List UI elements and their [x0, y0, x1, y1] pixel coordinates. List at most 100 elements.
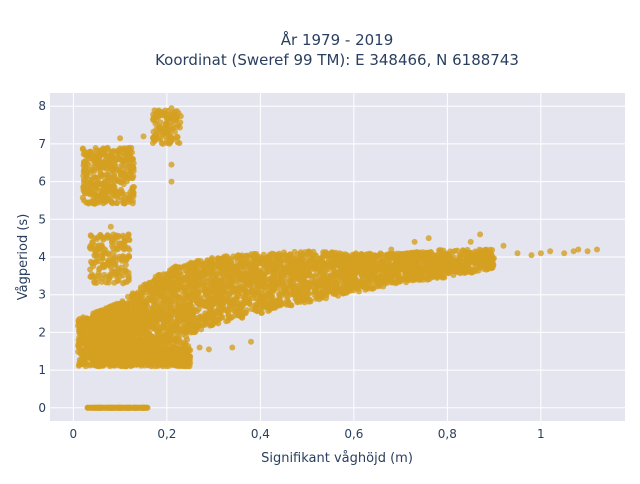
data-point [80, 146, 86, 152]
data-point [337, 273, 343, 279]
data-point [115, 148, 121, 154]
data-point [286, 263, 292, 269]
data-point [229, 281, 235, 287]
data-point [276, 301, 282, 307]
data-point [419, 274, 425, 280]
data-point [98, 173, 104, 179]
data-point [305, 251, 311, 257]
data-point [421, 251, 427, 257]
data-point [196, 318, 202, 324]
data-point [390, 265, 396, 271]
data-point [247, 269, 253, 275]
data-point [460, 247, 466, 253]
data-point [362, 284, 368, 290]
data-point [285, 257, 291, 263]
data-point [253, 291, 259, 297]
data-point [164, 289, 170, 295]
data-point [194, 300, 200, 306]
data-point [195, 323, 201, 329]
data-point [147, 295, 153, 301]
data-point [92, 235, 98, 241]
data-point [79, 357, 85, 363]
data-point [461, 258, 467, 264]
data-point [374, 264, 380, 270]
data-point [207, 323, 213, 329]
data-point [128, 405, 134, 411]
data-point [156, 124, 162, 130]
data-point [93, 192, 99, 198]
data-point [110, 269, 116, 275]
data-point [83, 172, 89, 178]
data-point [84, 315, 90, 321]
data-point [109, 200, 115, 206]
data-point [185, 264, 191, 270]
data-point [120, 272, 126, 278]
data-point [91, 175, 97, 181]
data-point [93, 184, 99, 190]
data-point [86, 190, 92, 196]
data-point [482, 254, 488, 260]
data-point [380, 284, 386, 290]
data-point [254, 262, 260, 268]
data-point [188, 291, 194, 297]
data-point [238, 279, 244, 285]
data-point [166, 280, 172, 286]
data-point [187, 299, 193, 305]
data-point [260, 280, 266, 286]
data-point [412, 275, 418, 281]
data-point [112, 261, 118, 267]
data-point [219, 314, 225, 320]
data-point [306, 272, 312, 278]
data-point [374, 254, 380, 260]
data-point [371, 285, 377, 291]
data-point [281, 266, 287, 272]
data-point [456, 264, 462, 270]
data-point [76, 340, 82, 346]
data-point [288, 282, 294, 288]
data-point [87, 156, 93, 162]
data-point [114, 156, 120, 162]
data-point [316, 288, 322, 294]
data-point [190, 277, 196, 283]
data-point [91, 405, 97, 411]
data-point [168, 294, 174, 300]
data-point [196, 269, 202, 275]
data-point [267, 289, 273, 295]
data-point [466, 250, 472, 256]
data-point [199, 261, 205, 267]
data-point [207, 306, 213, 312]
data-point [81, 151, 87, 157]
data-point [324, 251, 330, 257]
data-point [265, 308, 271, 314]
data-point [454, 248, 460, 254]
data-point [388, 276, 394, 282]
data-point [348, 263, 354, 269]
data-point [418, 268, 424, 274]
data-point [271, 262, 277, 268]
data-point [126, 254, 132, 260]
data-point [490, 261, 496, 267]
data-point [99, 243, 105, 249]
data-point [144, 302, 150, 308]
data-point [204, 269, 210, 275]
data-point [174, 134, 180, 140]
data-point [214, 277, 220, 283]
data-point [175, 122, 181, 128]
data-point [244, 280, 250, 286]
data-point [372, 270, 378, 276]
data-point [239, 290, 245, 296]
data-point [87, 267, 93, 273]
data-point [97, 405, 103, 411]
data-point [111, 280, 117, 286]
data-point [373, 276, 379, 282]
data-point [268, 302, 274, 308]
data-point [269, 283, 275, 289]
data-point [201, 300, 207, 306]
data-point [176, 140, 182, 146]
data-point [340, 259, 346, 265]
data-point [128, 167, 134, 173]
data-point [90, 273, 96, 279]
data-point [225, 318, 231, 324]
data-point [427, 273, 433, 279]
